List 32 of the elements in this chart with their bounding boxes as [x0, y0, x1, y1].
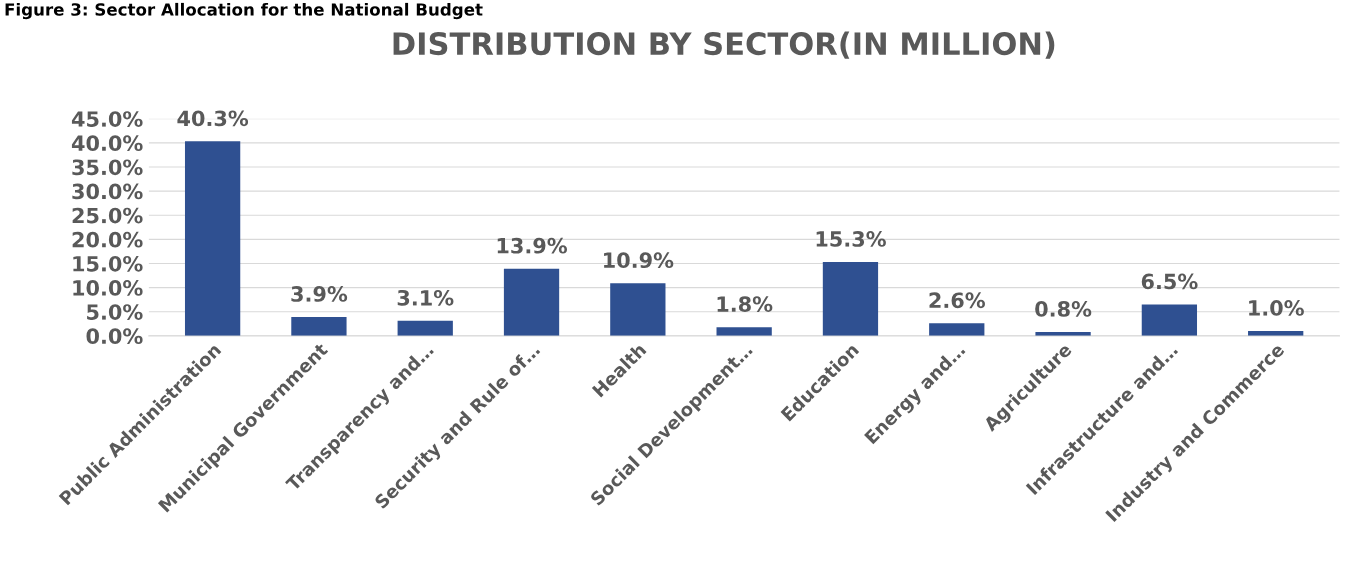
data-label: 15.3% [816, 231, 886, 247]
bar [929, 323, 985, 336]
bar [1141, 304, 1198, 336]
y-tick-label: 20.0% [72, 231, 143, 248]
y-tick-label: 5.0% [87, 304, 143, 320]
y-tick-label: 30.0% [72, 183, 143, 200]
chart-title: DISTRIBUTION BY SECTOR(IN MILLION) [393, 31, 1055, 59]
bar [716, 327, 772, 336]
bar [610, 283, 666, 336]
y-tick-label: 15.0% [73, 255, 143, 272]
bar [184, 141, 241, 336]
caption: Figure 3: Sector Allocation for the National Budget [5, 2, 483, 20]
bar [503, 268, 560, 336]
y-tick-label: 25.0% [72, 207, 143, 224]
data-label: 10.9% [604, 252, 674, 269]
bar [397, 320, 453, 336]
y-tick-label: 10.0% [73, 280, 143, 296]
y-tick-label: 40.0% [71, 135, 143, 152]
data-label: 1.8% [717, 296, 773, 312]
data-label: 13.9% [497, 237, 568, 254]
y-tick-label: 45.0% [71, 111, 143, 127]
data-label: 3.9% [291, 286, 348, 302]
data-label: 40.3% [177, 110, 249, 127]
data-label: 3.1% [397, 289, 454, 306]
data-label: 1.0% [1249, 300, 1304, 316]
data-label: 0.8% [1035, 301, 1092, 317]
data-label: 6.5% [1141, 273, 1198, 290]
bar [291, 317, 347, 336]
y-tick-label: 0.0% [86, 328, 143, 345]
y-tick-label: 35.0% [72, 159, 143, 176]
data-label: 2.6% [929, 292, 985, 309]
bar [822, 262, 879, 336]
